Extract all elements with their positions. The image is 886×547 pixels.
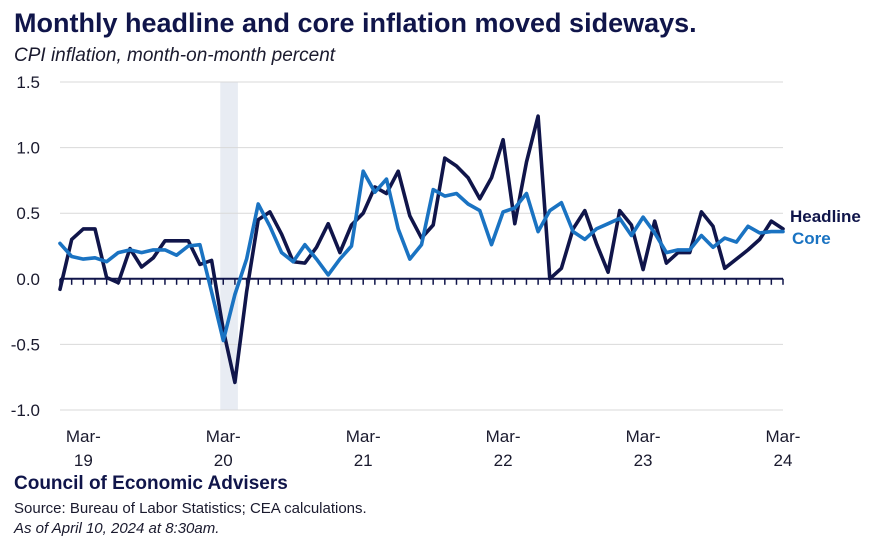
axis-layer <box>59 277 784 285</box>
x-tick-label-month: Mar- <box>486 427 521 446</box>
x-tick-label-month: Mar- <box>766 427 801 446</box>
x-tick-label-month: Mar- <box>206 427 241 446</box>
y-tick-label: 1.0 <box>16 139 40 158</box>
core-line <box>58 169 785 343</box>
grid-layer <box>60 81 783 411</box>
core-legend-label: Core <box>792 229 831 248</box>
y-tick-label: -1.0 <box>11 401 40 420</box>
as-of-note: As of April 10, 2024 at 8:30am. <box>14 520 220 537</box>
x-tick-label-year: 20 <box>214 451 233 470</box>
x-tick-label-month: Mar- <box>346 427 381 446</box>
x-tick-label-year: 23 <box>634 451 653 470</box>
x-tick-label-month: Mar- <box>626 427 661 446</box>
x-tick-label-year: 19 <box>74 451 93 470</box>
chart-subtitle: CPI inflation, month-on-month percent <box>14 45 336 66</box>
line-chart: -1.0 -0.5 0.0 0.5 1.0 1.5 Mar- 19 Mar- 20 Mar- 21 Ma… <box>11 73 861 470</box>
source-note: Source: Bureau of Labor Statistics; CEA … <box>14 500 367 517</box>
x-tick-label-month: Mar- <box>66 427 101 446</box>
label-layer: -1.0 -0.5 0.0 0.5 1.0 1.5 Mar- 19 Mar- 20 Mar- 21 Ma… <box>11 73 861 470</box>
x-tick-label-year: 22 <box>494 451 513 470</box>
x-tick-label-year: 21 <box>354 451 373 470</box>
series-layer <box>58 114 785 385</box>
organization-label: Council of Economic Advisers <box>14 473 288 494</box>
x-tick-label-year: 24 <box>774 451 793 470</box>
y-tick-label: 0.5 <box>16 204 40 223</box>
y-tick-label: 0.0 <box>16 270 40 289</box>
headline-legend-label: Headline <box>790 207 861 226</box>
y-tick-label: -0.5 <box>11 335 40 354</box>
y-tick-label: 1.5 <box>16 73 40 92</box>
chart-title: Monthly headline and core inflation move… <box>14 8 697 38</box>
